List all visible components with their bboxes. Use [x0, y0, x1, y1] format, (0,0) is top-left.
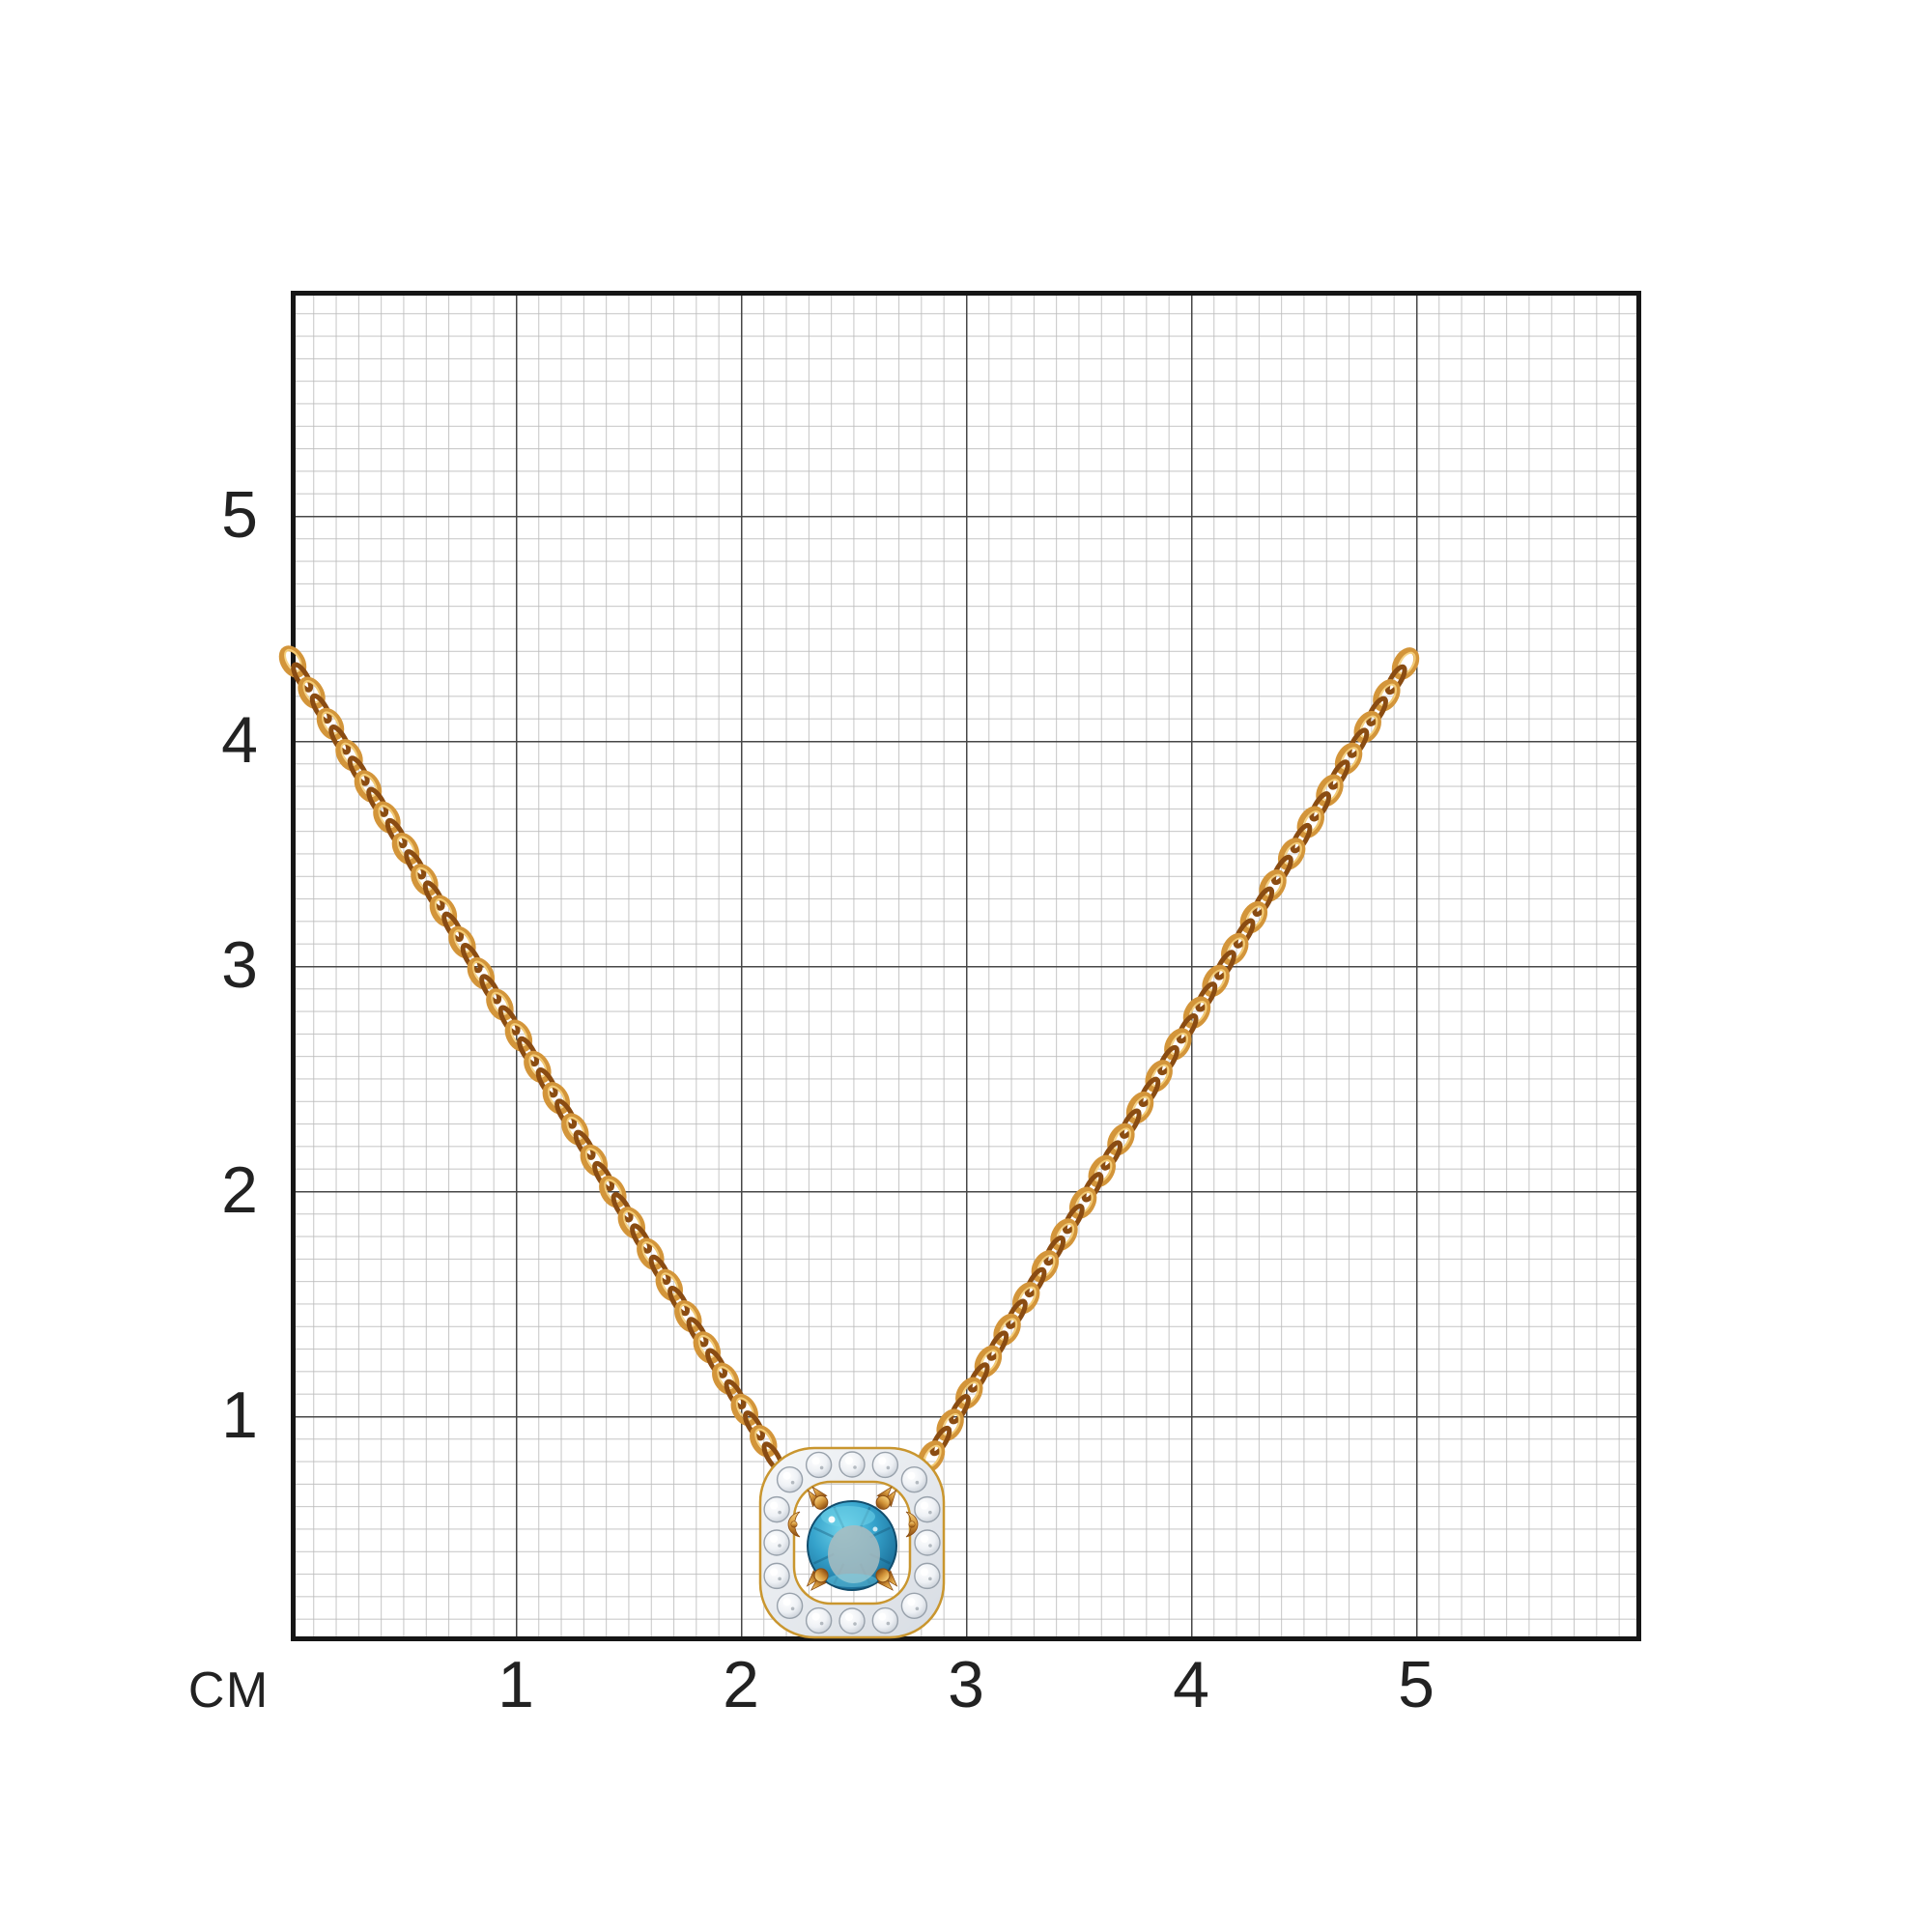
pave-diamond [763, 1529, 790, 1556]
chain-right [917, 647, 1420, 1473]
x-axis-tick-label: 2 [723, 1648, 759, 1721]
pave-diamond [763, 1495, 790, 1523]
x-axis-tick-label: 4 [1173, 1648, 1209, 1721]
topaz-facet-line [812, 1526, 835, 1539]
diamond-sparkle [907, 1598, 916, 1606]
pave-diamond [871, 1606, 899, 1634]
gold-ornament [787, 1511, 801, 1538]
y-axis-tick-label: 4 [221, 703, 258, 777]
gold-prong [875, 1568, 898, 1591]
diamond-facet-dot [853, 1465, 857, 1469]
grid-lines [291, 291, 1641, 1641]
topaz-top-light [821, 1506, 875, 1527]
pave-diamond [838, 1451, 866, 1478]
diamond-sparkle [811, 1612, 820, 1621]
diamond-sparkle [770, 1568, 779, 1577]
diamond-sparkle [920, 1535, 928, 1543]
diamond-sparkle [782, 1471, 791, 1480]
x-axis-tick-label: 5 [1398, 1648, 1435, 1721]
pendant [758, 1446, 946, 1639]
topaz-sparkle [872, 1526, 878, 1532]
necklace-chains [278, 645, 1420, 1473]
diamond-facet-dot [790, 1606, 795, 1611]
gold-prong [806, 1568, 829, 1591]
pave-diamond [805, 1451, 833, 1479]
diamond-facet-dot [928, 1577, 932, 1581]
pave-diamond [805, 1606, 833, 1634]
y-axis-tick-label: 3 [221, 928, 258, 1002]
pave-diamond [914, 1495, 941, 1523]
diamond-sparkle [844, 1612, 853, 1621]
topaz-reflection [828, 1525, 880, 1583]
diamond-sparkle [878, 1457, 887, 1465]
diamond-sparkle [920, 1501, 928, 1510]
diamond-facet-dot [819, 1621, 824, 1626]
diamond-facet-dot [928, 1544, 932, 1548]
gold-ornament [905, 1511, 919, 1538]
y-axis-tick-label: 2 [221, 1153, 258, 1227]
diamond-sparkle [811, 1457, 820, 1465]
diamond-facet-dot [915, 1606, 920, 1611]
pave-diamond [871, 1451, 899, 1479]
diamond-sparkle [920, 1568, 928, 1577]
chain-left [278, 645, 784, 1472]
diamond-facet-dot [886, 1465, 891, 1470]
x-axis-tick-label: 3 [948, 1648, 984, 1721]
pave-diamond [838, 1607, 866, 1634]
pave-diamond [776, 1592, 804, 1619]
diamond-sparkle [845, 1457, 853, 1464]
diamond-facet-dot [778, 1577, 781, 1581]
diamond-facet-dot [928, 1510, 932, 1515]
diamond-facet-dot [853, 1622, 857, 1626]
pave-diamond [763, 1562, 790, 1590]
diamond-facet-dot [790, 1480, 795, 1485]
pave-diamond [914, 1529, 941, 1556]
diamond-sparkle [782, 1598, 791, 1606]
topaz-sparkle [828, 1516, 836, 1523]
diamond-sparkle [770, 1501, 779, 1510]
pave-diamond [776, 1466, 804, 1493]
diamond-facet-dot [819, 1465, 824, 1470]
gold-prong [875, 1486, 897, 1510]
gold-prong [807, 1486, 829, 1510]
diamond-facet-dot [778, 1544, 781, 1548]
topaz-bottom-light [827, 1574, 877, 1587]
unit-label: СМ [187, 1662, 270, 1719]
pave-diamond [900, 1466, 928, 1493]
grid-border [291, 291, 1641, 1641]
y-axis-tick-label: 1 [221, 1378, 258, 1452]
diamond-sparkle [878, 1612, 887, 1621]
diamond-facet-dot [886, 1621, 891, 1626]
x-axis-tick-label: 1 [497, 1648, 534, 1721]
y-axis-tick-label: 5 [221, 478, 258, 552]
pave-diamond [914, 1562, 941, 1590]
pave-diamond [900, 1592, 928, 1619]
diamond-halo [758, 1446, 946, 1639]
measurement-grid [291, 291, 1641, 1641]
diamond-sparkle [770, 1535, 778, 1543]
diamond-sparkle [907, 1471, 916, 1480]
diamond-facet-dot [778, 1510, 781, 1515]
diamond-facet-dot [915, 1480, 920, 1485]
